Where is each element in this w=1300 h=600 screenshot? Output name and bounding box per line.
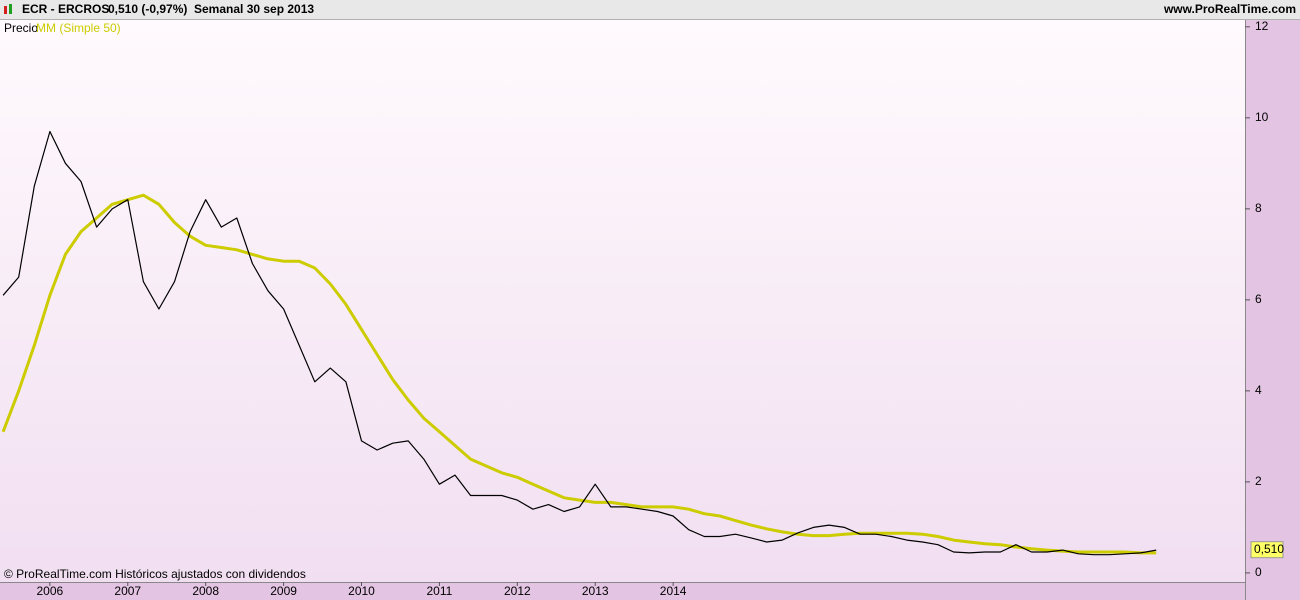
y-tick-label: 6 bbox=[1255, 292, 1262, 306]
x-tick-label: 2010 bbox=[348, 584, 375, 598]
x-axis-area bbox=[0, 582, 1245, 600]
last-price-box bbox=[1250, 541, 1284, 559]
y-tick-label: 12 bbox=[1255, 19, 1269, 33]
period: Semanal 30 sep 2013 bbox=[194, 2, 314, 16]
plot-area bbox=[0, 20, 1245, 582]
x-tick-label: 2011 bbox=[427, 584, 453, 598]
x-tick-label: 2007 bbox=[114, 584, 141, 598]
x-tick-label: 2012 bbox=[504, 584, 531, 598]
x-tick-label: 2013 bbox=[582, 584, 609, 598]
footer: © ProRealTime.com Históricos ajustados c… bbox=[4, 567, 306, 581]
moving-average-line bbox=[1, 193, 1157, 555]
y-axis-area bbox=[1245, 20, 1300, 600]
site: www.ProRealTime.com bbox=[1163, 2, 1296, 16]
y-tick-label: 2 bbox=[1255, 474, 1262, 488]
candle-icon bbox=[4, 4, 12, 14]
y-tick-label: 4 bbox=[1255, 383, 1262, 397]
last-price-label: 0,510 bbox=[1254, 542, 1284, 556]
legend-ma: MM (Simple 50) bbox=[36, 21, 121, 35]
x-tick-label: 2006 bbox=[37, 584, 64, 598]
y-tick-label: 8 bbox=[1255, 201, 1262, 215]
header-bar bbox=[0, 0, 1300, 20]
x-tick-label: 2009 bbox=[270, 584, 297, 598]
quote: 0,510 (-0,97%) bbox=[108, 2, 187, 16]
price-line bbox=[2, 130, 1157, 556]
x-tick-label: 2014 bbox=[660, 584, 687, 598]
x-tick-label: 2008 bbox=[192, 584, 219, 598]
y-tick-label: 10 bbox=[1255, 110, 1269, 124]
y-tick-label: 0 bbox=[1255, 565, 1262, 579]
symbol: ECR - ERCROS bbox=[22, 2, 109, 16]
legend-price: Precio bbox=[4, 21, 38, 35]
